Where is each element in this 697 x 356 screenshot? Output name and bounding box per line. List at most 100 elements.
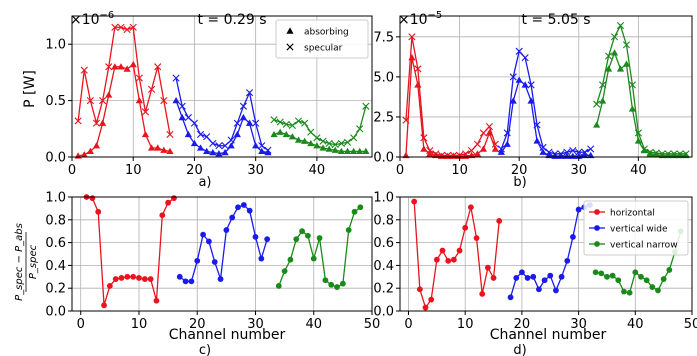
data-point-d-2-6 [626,289,633,296]
data-point-b-3-4 [521,54,529,62]
data-point-a-5-15-stroke-2 [362,102,370,110]
data-point-c-1-4 [200,231,206,238]
data-point-a-4-8 [319,144,327,151]
data-point-b-1-7-stroke-2 [444,151,452,159]
data-point-d-0-7 [450,256,457,263]
data-point-d-0-3 [428,296,435,303]
data-point-a-5-14 [356,125,364,133]
data-point-b-3-0 [497,145,505,153]
data-point-a-2-2 [184,130,192,138]
data-point-b-3-7 [539,143,547,151]
panel-label-d: d) [513,343,526,356]
data-point-b-5-14 [676,150,684,158]
data-point-b-1-12-stroke-2 [473,140,482,148]
data-point-a-0-10 [135,97,143,104]
data-point-a-1-13 [154,63,162,71]
data-point-d-1-8 [553,287,559,294]
data-point-a-5-11 [337,139,345,148]
data-point-a-5-13 [350,134,358,142]
data-point-b-1-13-stroke-2 [479,129,488,137]
data-point-a-3-11-stroke-2 [239,102,248,110]
data-point-a-4-13 [350,147,358,155]
data-point-b-3-10-stroke-2 [557,150,565,158]
ytick-label-a-1: 0.5 [45,94,66,109]
data-point-a-2-8 [221,148,229,156]
data-point-a-1-1 [80,66,88,74]
data-point-a-2-9 [227,142,235,149]
data-point-a-5-5-stroke-2 [301,119,309,127]
data-point-b-4-9 [646,150,654,157]
data-point-b-1-1-stroke-2 [408,33,416,41]
data-point-d-0-13 [484,264,491,271]
ytick-label-b-2: 5.0 [373,70,394,85]
data-point-b-1-14-stroke-2 [485,122,493,131]
data-point-c-0-12 [153,297,160,304]
data-point-c-2-3 [293,236,300,243]
data-point-a-3-15 [264,146,272,154]
data-point-b-5-5-stroke-2 [622,41,631,49]
data-point-b-1-10-stroke-2 [461,150,470,158]
data-point-d-0-14 [490,275,497,281]
data-point-b-0-13 [479,145,488,152]
data-point-b-0-1 [408,54,416,61]
data-point-a-4-7 [313,142,321,149]
data-point-a-1-1-stroke-2 [80,66,88,74]
data-point-b-1-4-stroke-2 [426,147,434,155]
data-point-d-0-6 [445,257,452,264]
data-point-b-5-15-stroke-2 [682,150,690,158]
data-point-b-4-10 [652,150,660,158]
data-point-a-1-2-stroke-2 [86,97,94,105]
data-point-a-2-10 [233,130,241,138]
data-point-a-3-13-stroke-2 [252,119,260,127]
series-line-d-0 [413,201,500,310]
panel-label-c: c) [199,343,211,356]
data-point-c-1-7 [217,276,224,282]
data-point-a-3-11 [239,102,248,110]
data-point-b-1-2-stroke-2 [414,65,422,73]
data-point-b-2-0 [497,148,505,155]
data-point-d-2-5 [621,288,627,295]
data-point-a-0-12 [147,144,156,151]
data-point-a-0-15 [166,147,174,155]
data-point-d-2-9 [643,277,650,284]
data-point-b-5-7 [634,129,642,137]
data-point-a-1-11 [141,108,150,116]
xtick-label-a-0: 0 [68,163,76,178]
data-point-b-5-0 [593,100,601,108]
data-point-b-3-11 [563,148,571,156]
data-point-a-1-0 [74,117,82,125]
data-point-b-5-11-stroke-2 [658,150,666,158]
panel-b: 0 10 20 30 40 0.0 2.5 5.0 7.5 t = 5.05 s ×10−5 b) [373,10,693,190]
data-point-b-3-3-stroke-2 [515,47,523,55]
data-point-c-1-10 [235,204,241,211]
data-point-c-1-2 [188,278,195,285]
data-point-a-5-8-stroke-2 [319,137,327,145]
ytick-label-d-1: 0.2 [373,282,394,297]
xtick-label-d-5: 50 [684,317,697,332]
data-point-b-5-8-stroke-2 [640,145,648,153]
data-point-a-1-4-stroke-2 [99,97,107,105]
data-point-b-5-12-stroke-2 [664,150,672,158]
xtick-label-c-5: 50 [364,317,381,332]
xtick-label-a-1: 10 [125,163,142,178]
xtick-label-a-2: 20 [186,163,203,178]
xtick-label-d-3: 30 [570,317,587,332]
data-point-b-5-7-stroke-2 [634,129,642,137]
data-point-a-1-11-stroke-2 [141,108,150,116]
xtick-label-c-0: 0 [77,317,85,332]
data-point-a-3-14-stroke-2 [258,142,266,150]
data-point-c-1-6 [211,259,218,265]
data-point-a-1-7 [117,23,125,31]
data-point-b-5-3 [610,33,619,41]
data-point-a-5-2 [282,120,290,128]
data-point-d-0-15 [496,218,503,224]
xtick-label-a-3: 30 [247,163,264,178]
data-point-a-1-15-stroke-2 [166,130,174,139]
data-point-b-5-10-stroke-2 [652,149,660,157]
data-point-a-5-1-stroke-2 [276,118,284,126]
data-point-d-1-12 [575,206,582,213]
data-point-d-1-4 [530,273,537,280]
data-point-a-3-10-stroke-2 [233,119,241,127]
data-point-d-1-1 [513,275,520,281]
data-point-c-2-6 [310,255,317,262]
